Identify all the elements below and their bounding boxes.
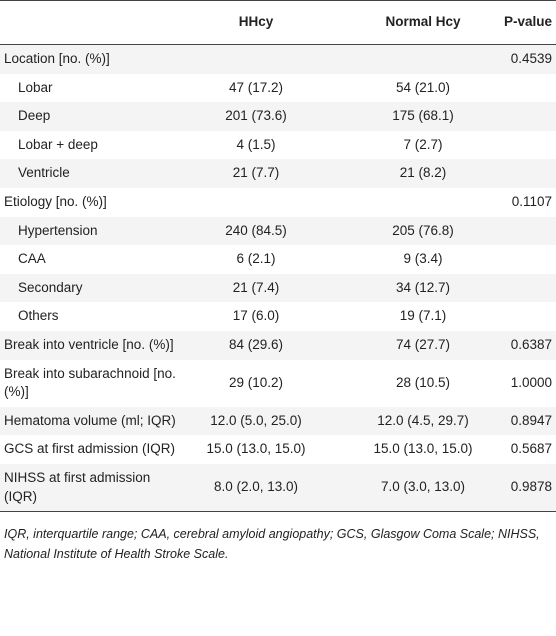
table-cell: 12.0 (4.5, 29.7) <box>358 406 488 436</box>
table-cell: 4 (1.5) <box>236 136 276 152</box>
table-cell: 0.8947 <box>488 406 556 436</box>
table-row: Hypertension 240 (84.5) 205 (76.8) <box>0 216 556 246</box>
table-body: Location [no. (%)] 0.4539 Lobar 47 (17.2) 54… <box>0 44 556 512</box>
table-cell: 34 (12.7) <box>358 273 488 303</box>
table-cell: 28 (10.5) <box>395 374 451 390</box>
table-row: Ventricle 21 (7.7) 21 (8.2) <box>0 159 556 188</box>
table-cell: 1.0000 <box>510 374 552 390</box>
table-row: GCS at first admission (IQR) 15.0 (13.0, … <box>0 435 556 464</box>
table-cell: 7.0 (3.0, 13.0) <box>358 463 488 512</box>
table-cell: 15.0 (13.0, 15.0) <box>206 441 306 457</box>
table-cell: 0.6387 <box>488 330 556 360</box>
header-cell: P-value <box>488 0 556 45</box>
table-cell: 205 (76.8) <box>358 216 488 246</box>
table-cell: 8.0 (2.0, 13.0) <box>190 463 358 512</box>
table-cell <box>358 44 488 74</box>
table-cell <box>488 273 556 303</box>
table-cell <box>488 302 556 331</box>
table-cell <box>488 159 556 188</box>
table-cell <box>358 188 488 217</box>
table-row: Lobar 47 (17.2) 54 (21.0) <box>0 74 556 103</box>
table-cell: Break into ventricle [no. (%)] <box>0 330 190 360</box>
table-cell: 21 (7.4) <box>190 273 358 303</box>
table-cell: 29 (10.2) <box>228 374 284 390</box>
table-row: Break into subarachnoid [no. (%)] 29 (10.… <box>0 360 556 407</box>
table-cell: 6 (2.1) <box>236 251 276 267</box>
table-cell: 17 (6.0) <box>232 308 280 324</box>
header-row: HHcy Normal Hcy P-value <box>0 0 556 45</box>
table-cell: 7 (2.7) <box>403 136 443 152</box>
table-cell: 84 (29.6) <box>190 330 358 360</box>
table-cell <box>190 44 358 74</box>
table-row: Secondary 21 (7.4) 34 (12.7) <box>0 273 556 303</box>
table-cell: Break into subarachnoid [no. (%)] <box>4 365 176 400</box>
table-cell: 9 (3.4) <box>403 251 443 267</box>
table-cell: 47 (17.2) <box>228 79 284 95</box>
table-cell <box>488 102 556 131</box>
table-row: Location [no. (%)] 0.4539 <box>0 44 556 74</box>
footnote: IQR, interquartile range; CAA, cerebral … <box>4 527 540 562</box>
table-cell: 74 (27.7) <box>358 330 488 360</box>
table-cell: 0.5687 <box>510 441 552 457</box>
header-cell <box>0 0 190 45</box>
table-cell: 0.1107 <box>511 193 552 209</box>
table-cell: Etiology [no. (%)] <box>4 193 107 209</box>
table-cell: Location [no. (%)] <box>0 44 190 74</box>
table-cell: 15.0 (13.0, 15.0) <box>373 441 473 457</box>
table-row: Others 17 (6.0) 19 (7.1) <box>0 302 556 331</box>
table-cell: 21 (8.2) <box>358 159 488 188</box>
table-cell: Lobar <box>18 79 53 95</box>
table-cell: Secondary <box>0 273 190 303</box>
table-row: Deep 201 (73.6) 175 (68.1) <box>0 102 556 131</box>
table-cell: Others <box>18 308 59 324</box>
table-cell: Hematoma volume (ml; IQR) <box>0 406 190 436</box>
table-cell <box>488 245 556 274</box>
table-cell: 201 (73.6) <box>190 102 358 131</box>
table-cell <box>488 131 556 160</box>
table-row: CAA 6 (2.1) 9 (3.4) <box>0 245 556 274</box>
header-cell: HHcy <box>190 0 358 45</box>
table-cell <box>488 74 556 103</box>
table-cell: 19 (7.1) <box>399 308 447 324</box>
table-cell: Hypertension <box>0 216 190 246</box>
table-cell: Ventricle <box>0 159 190 188</box>
table-row: Lobar + deep 4 (1.5) 7 (2.7) <box>0 131 556 160</box>
table-row: Hematoma volume (ml; IQR) 12.0 (5.0, 25.0… <box>0 406 556 436</box>
table-cell: 175 (68.1) <box>358 102 488 131</box>
table-cell: 21 (7.7) <box>190 159 358 188</box>
table-cell: 0.9878 <box>488 463 556 512</box>
table-cell <box>488 216 556 246</box>
table-cell: 12.0 (5.0, 25.0) <box>190 406 358 436</box>
table-cell: 240 (84.5) <box>190 216 358 246</box>
table-cell: NIHSS at first admission (IQR) <box>0 463 190 512</box>
table-cell: GCS at first admission (IQR) <box>4 441 176 457</box>
table-cell: 54 (21.0) <box>395 79 451 95</box>
table-row: Etiology [no. (%)] 0.1107 <box>0 188 556 217</box>
data-table: HHcy Normal Hcy P-value Location [no. (%… <box>0 0 556 513</box>
table-cell: Deep <box>0 102 190 131</box>
table-cell: CAA <box>18 251 46 267</box>
header-cell: Normal Hcy <box>358 0 488 45</box>
table-row: Break into ventricle [no. (%)] 84 (29.6) 7… <box>0 330 556 360</box>
table-cell: Lobar + deep <box>18 136 98 152</box>
table-cell: 0.4539 <box>488 44 556 74</box>
table-cell <box>190 188 358 217</box>
table-row: NIHSS at first admission (IQR) 8.0 (2.0, … <box>0 463 556 512</box>
